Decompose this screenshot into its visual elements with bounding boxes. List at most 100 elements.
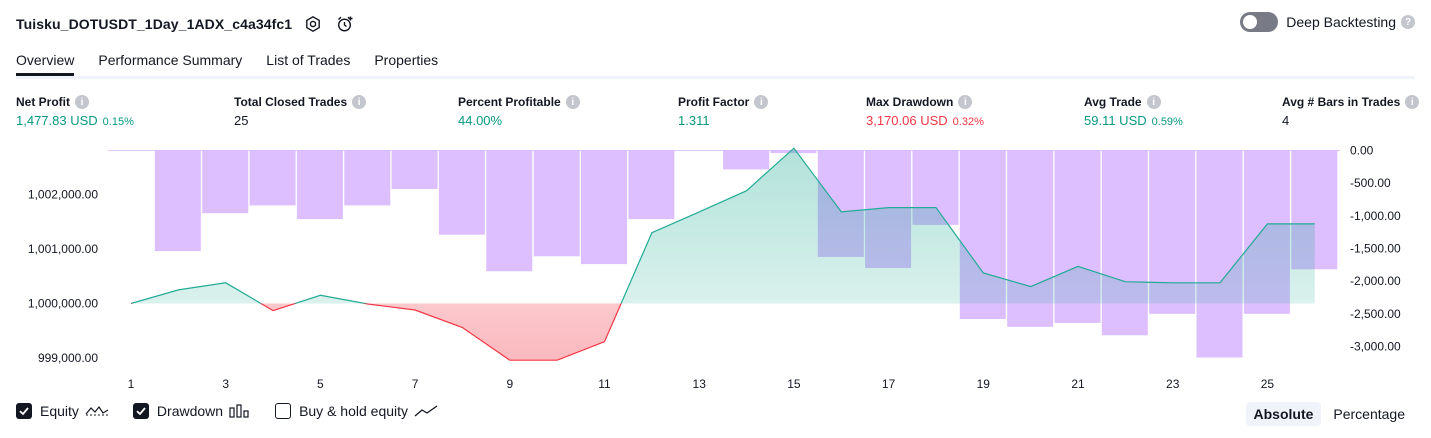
right-axis-tick-label: -500.00 [1350,176,1391,190]
x-axis-tick-label: 7 [412,377,419,391]
x-axis-tick-label: 21 [1071,377,1085,391]
info-icon[interactable]: i [1146,95,1161,109]
right-axis-tick-label: -3,000.00 [1350,339,1401,353]
drawdown-bar [344,150,391,206]
drawdown-bar [438,150,485,235]
metric-label: Max Drawdown [866,95,954,109]
left-axis-tick-label: 999,000.00 [38,351,98,365]
left-axis-tick-label: 1,000,000.00 [28,297,98,311]
settings-icon[interactable] [302,13,324,35]
drawdown-bar [296,150,343,220]
left-axis-tick-label: 1,002,000.00 [28,188,98,202]
metric-value: 1.311 [678,113,710,128]
metric-value: 44.00% [458,113,503,128]
tab-performance-summary[interactable]: Performance Summary [98,51,243,68]
metric-value: 4 [1282,113,1290,128]
info-icon[interactable]: i [75,95,89,109]
x-axis-tick-label: 5 [317,377,324,391]
tab-overview[interactable]: Overview [16,46,75,76]
metric-value: 25 [234,113,249,128]
metric-label: Net Profit [16,95,70,109]
drawdown-bar [723,150,770,170]
drawdown-bar [154,150,201,252]
metric-label: Profit Factor [678,95,750,109]
left-axis-tick-label: 1,001,000.00 [28,242,98,256]
metric-label: Avg # Bars in Trades [1282,95,1401,109]
info-icon[interactable]: i [565,95,580,109]
metric-value: 3,170.06 USD [866,113,948,128]
alert-clock-icon[interactable] [334,13,356,35]
metric-net-profit: Net Profit i 1,477.83 USD 0.15% [16,94,134,129]
chart-legend: Equity Drawdown Buy & hold equity [16,403,462,419]
metric-value: 59.11 USD [1084,113,1147,128]
equity-checkbox[interactable] [16,403,32,419]
metric-avg-trade: Avg Trade i 59.11 USD 0.59% [1084,94,1183,129]
drawdown-bar [628,150,675,220]
drawdown-label: Drawdown [156,403,224,419]
equity-line-positive [130,147,1315,304]
metric-percent: 0.59% [1151,116,1183,128]
equity-line-icon [85,404,109,418]
info-icon[interactable]: i [958,95,973,109]
right-axis-tick-label: -1,000.00 [1350,209,1401,223]
absolute-button[interactable]: Absolute [1245,402,1322,426]
x-axis-tick-label: 15 [787,377,801,391]
drawdown-bars-icon [229,404,251,418]
strategy-header: Tuisku_DOTUSDT_1Day_1ADX_c4a34fc1 [16,12,1415,36]
metric-percent: 0.32% [952,116,984,128]
metric-avg-bars-in-trades: Avg # Bars in Trades i 4 [1282,94,1420,129]
scale-mode-switch: Absolute Percentage [1242,402,1414,426]
tab-properties[interactable]: Properties [374,51,439,68]
deep-backtesting-toggle[interactable] [1240,12,1279,32]
report-tabs: Overview Performance Summary List of Tra… [16,46,1415,79]
legend-buy-hold[interactable]: Buy & hold equity [275,403,438,419]
metric-total-closed-trades: Total Closed Trades i 25 [234,94,367,129]
drawdown-bar [202,150,249,214]
metric-max-drawdown: Max Drawdown i 3,170.06 USD 0.32% [866,94,984,129]
equity-area-positive [131,148,1315,304]
x-axis-tick-label: 9 [506,377,513,391]
info-icon[interactable]: i [754,95,769,109]
buy-hold-label: Buy & hold equity [299,403,409,419]
drawdown-bar [533,150,580,257]
equity-drawdown-chart[interactable]: 999,000.00 1,000,000.00 1,001,000.00 1,002,… [0,140,1431,395]
info-icon[interactable]: i [1405,95,1420,109]
x-axis-tick-label: 17 [882,377,896,391]
help-icon[interactable]: ? [1401,15,1415,29]
metric-percent-profitable: Percent Profitable i 44.00% [458,94,580,129]
drawdown-bar [486,150,533,272]
right-axis-tick-label: 0.00 [1350,144,1374,158]
x-axis-tick-label: 13 [693,377,707,391]
percentage-button[interactable]: Percentage [1333,406,1405,422]
x-axis-tick-label: 23 [1166,377,1180,391]
metric-label: Total Closed Trades [234,95,348,109]
metric-profit-factor: Profit Factor i 1.311 [678,94,769,129]
equity-label: Equity [40,403,79,419]
drawdown-bar [1101,150,1148,336]
strategy-title: Tuisku_DOTUSDT_1Day_1ADX_c4a34fc1 [16,16,293,32]
metric-value: 1,477.83 USD [16,113,98,128]
buy-hold-line-icon [414,404,438,418]
tab-list-of-trades[interactable]: List of Trades [266,51,351,68]
drawdown-bar [581,150,627,265]
x-axis-tick-label: 25 [1261,377,1275,391]
x-axis-tick-label: 11 [598,377,611,391]
metric-percent: 0.15% [102,116,134,128]
x-axis-tick-label: 19 [977,377,991,391]
drawdown-bar [391,150,438,189]
deep-backtesting-label: Deep Backtesting [1286,14,1396,30]
metric-label: Avg Trade [1084,95,1142,109]
drawdown-bar [249,150,296,206]
buy-hold-checkbox[interactable] [275,403,292,419]
x-axis-tick-label: 3 [222,377,229,391]
legend-drawdown[interactable]: Drawdown [132,403,251,419]
legend-equity[interactable]: Equity [16,403,109,419]
x-axis-tick-label: 1 [128,377,135,391]
drawdown-checkbox[interactable] [132,403,149,419]
drawdown-bar [1196,150,1243,358]
right-axis-tick-label: -1,500.00 [1350,241,1401,255]
metric-label: Percent Profitable [458,95,561,109]
info-icon[interactable]: i [352,95,367,109]
right-axis-tick-label: -2,500.00 [1350,307,1401,321]
right-axis-tick-label: -2,000.00 [1350,274,1401,288]
